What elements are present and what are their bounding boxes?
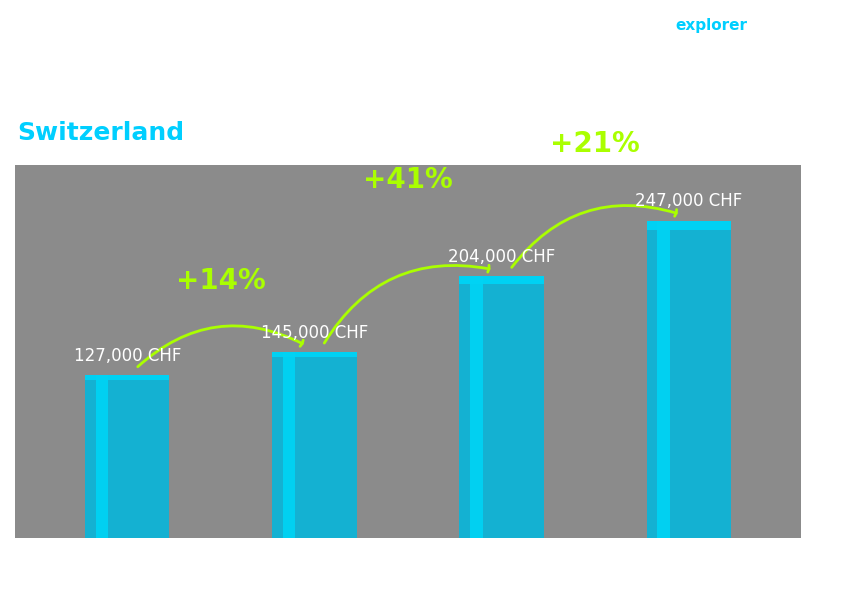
Bar <box>746 52 800 70</box>
Bar <box>647 221 731 230</box>
Text: Average Yearly Salary: Average Yearly Salary <box>818 235 831 371</box>
Bar <box>272 352 356 538</box>
Bar <box>470 276 483 538</box>
Bar <box>96 375 108 538</box>
Text: 247,000 CHF: 247,000 CHF <box>635 193 742 210</box>
Bar <box>272 352 356 358</box>
Bar <box>762 39 785 82</box>
Text: explorer: explorer <box>676 18 748 33</box>
Bar <box>283 352 296 538</box>
Bar <box>460 276 544 284</box>
Text: .com: .com <box>746 18 787 33</box>
Text: +14%: +14% <box>176 267 266 295</box>
Text: +41%: +41% <box>363 165 453 193</box>
Text: 145,000 CHF: 145,000 CHF <box>261 324 368 342</box>
Text: Salary Comparison By Education: Salary Comparison By Education <box>17 18 678 52</box>
Text: 204,000 CHF: 204,000 CHF <box>448 248 555 265</box>
Bar <box>85 375 169 538</box>
Bar <box>85 375 169 380</box>
Bar <box>647 221 731 538</box>
Text: 127,000 CHF: 127,000 CHF <box>74 347 181 365</box>
Text: salary: salary <box>612 18 665 33</box>
Text: Client Relations Manager: Client Relations Manager <box>17 73 330 97</box>
Text: Switzerland: Switzerland <box>17 121 184 145</box>
Text: +21%: +21% <box>550 130 640 158</box>
Bar <box>460 276 544 538</box>
Bar <box>657 221 670 538</box>
